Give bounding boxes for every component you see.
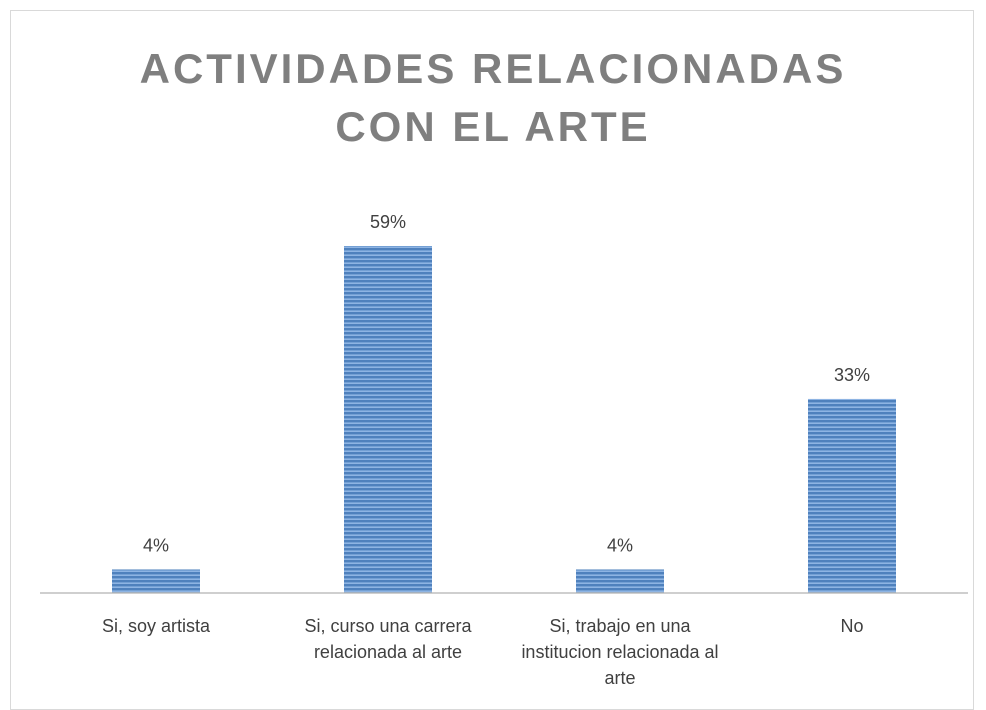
data-label: 4%: [143, 535, 169, 555]
bar: [576, 569, 664, 593]
data-label: 59%: [370, 212, 406, 232]
chart-title: ACTIVIDADES RELACIONADAS CON EL ARTE: [139, 45, 847, 150]
x-tick-label: Si, trabajo en una institucion relaciona…: [521, 616, 719, 688]
x-tick-label: Si, curso una carrera relacionada al art…: [304, 616, 472, 662]
bar: [112, 569, 200, 593]
x-tick-label: No: [840, 616, 864, 636]
bar: [344, 246, 432, 593]
data-label: 4%: [607, 535, 633, 555]
data-label: 33%: [834, 365, 870, 385]
x-tick-label: Si, soy artista: [101, 616, 211, 636]
bar: [808, 398, 896, 593]
